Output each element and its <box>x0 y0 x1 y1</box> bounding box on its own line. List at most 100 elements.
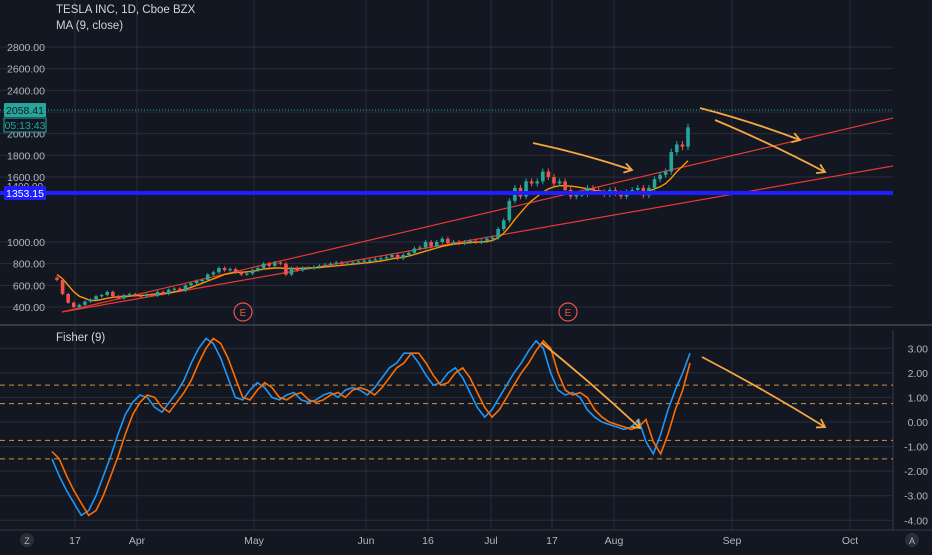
candle-body <box>189 283 193 286</box>
candle-body <box>652 179 657 188</box>
candle-body <box>150 294 154 296</box>
ma-9-line <box>56 160 689 302</box>
candle-body <box>217 268 221 273</box>
candle-body <box>591 187 595 190</box>
candlesticks <box>55 123 690 309</box>
earnings-marker <box>233 302 253 322</box>
candle-body <box>390 255 394 258</box>
x-tick-label: May <box>244 535 265 547</box>
candle-body <box>345 263 350 265</box>
candle-body <box>278 262 283 264</box>
earnings-label: E <box>565 308 572 319</box>
candle-body <box>474 240 478 243</box>
trendline-upper <box>61 117 894 313</box>
last-price-badge <box>4 103 46 117</box>
candle-body <box>178 288 182 291</box>
candle-body <box>446 238 450 244</box>
candle-body <box>222 268 227 271</box>
candle-body <box>105 291 110 296</box>
candle-body <box>261 263 266 268</box>
candle-body <box>524 181 528 197</box>
candle-body <box>339 262 344 264</box>
candle-body <box>412 248 417 253</box>
candle-body <box>423 242 428 248</box>
candle-body <box>99 295 104 297</box>
arrow-price-3 <box>714 119 826 173</box>
candle-body <box>395 255 400 259</box>
candle-body <box>501 220 506 229</box>
countdown-text: 05:13:43 <box>5 120 46 132</box>
candle-body <box>373 259 378 261</box>
candle-body <box>680 144 685 147</box>
level-badge-text: 1353.15 <box>6 188 44 200</box>
x-tick-label: Oct <box>842 535 858 547</box>
arrow-fisher-1-head <box>630 419 642 430</box>
candle-body <box>462 242 467 244</box>
y-tick-label: 400.00 <box>13 302 45 314</box>
arrow-fisher-2 <box>701 356 826 428</box>
candle-body <box>111 291 115 297</box>
candle-body <box>496 229 500 238</box>
zoom-reset-label: Z <box>24 536 30 546</box>
candle-body <box>155 291 160 296</box>
x-tick-label: 17 <box>69 535 81 547</box>
x-tick-label: Jul <box>484 535 497 547</box>
x-tick-label: 16 <box>422 535 434 547</box>
trendline-lower <box>61 165 894 313</box>
candle-body <box>60 279 65 294</box>
earnings-marker <box>558 302 578 322</box>
y-tick-label: 2400.00 <box>7 85 45 97</box>
candle-body <box>362 260 366 262</box>
candle-body <box>490 237 495 239</box>
y-tick-label: 800.00 <box>13 259 45 271</box>
countdown-badge <box>3 117 47 133</box>
x-tick-label: Apr <box>129 535 146 547</box>
earnings-label: E <box>240 308 247 319</box>
y-tick-label: 2600.00 <box>7 64 45 76</box>
candle-body <box>183 285 188 291</box>
candle-body <box>66 294 70 303</box>
candle-body <box>507 200 512 221</box>
candle-body <box>574 194 579 197</box>
candle-body <box>535 181 540 184</box>
candle-body <box>468 240 473 243</box>
candle-body <box>541 171 545 182</box>
fisher-y-tick-label: -3.00 <box>904 491 928 503</box>
y-tick-label: 1600.00 <box>7 172 45 184</box>
candle-body <box>194 281 199 284</box>
candle-body <box>429 242 433 247</box>
candle-body <box>552 177 556 184</box>
fisher-y-tick-label: 3.00 <box>908 343 929 355</box>
candle-body <box>675 144 679 153</box>
price-grid <box>0 0 893 530</box>
arrow-price-1 <box>532 142 633 171</box>
y-tick-label: 2800.00 <box>7 42 45 54</box>
candle-body <box>323 264 327 266</box>
candle-body <box>245 273 249 275</box>
candle-body <box>77 304 82 307</box>
fisher-y-tick-label: -4.00 <box>904 515 928 527</box>
arrow-fisher-1 <box>541 342 641 429</box>
candle-body <box>116 296 121 299</box>
fisher-y-tick-label: 0.00 <box>908 417 929 429</box>
candle-body <box>55 277 59 280</box>
arrow-price-2-head <box>791 132 802 144</box>
candle-body <box>122 295 126 299</box>
candle-body <box>451 242 456 244</box>
candle-body <box>144 294 149 297</box>
y-tick-label: 1800.00 <box>7 150 45 162</box>
candle-body <box>250 270 255 274</box>
candle-body <box>71 302 76 307</box>
candle-body <box>635 187 640 190</box>
candle-body <box>127 294 132 296</box>
drawn-arrows[interactable] <box>532 107 827 430</box>
x-tick-label: Jun <box>358 535 375 547</box>
candle-body <box>529 181 534 184</box>
horizontal-level[interactable] <box>0 109 893 195</box>
candle-body <box>166 289 171 294</box>
trendlines[interactable] <box>61 117 894 313</box>
candle-body <box>138 295 143 297</box>
